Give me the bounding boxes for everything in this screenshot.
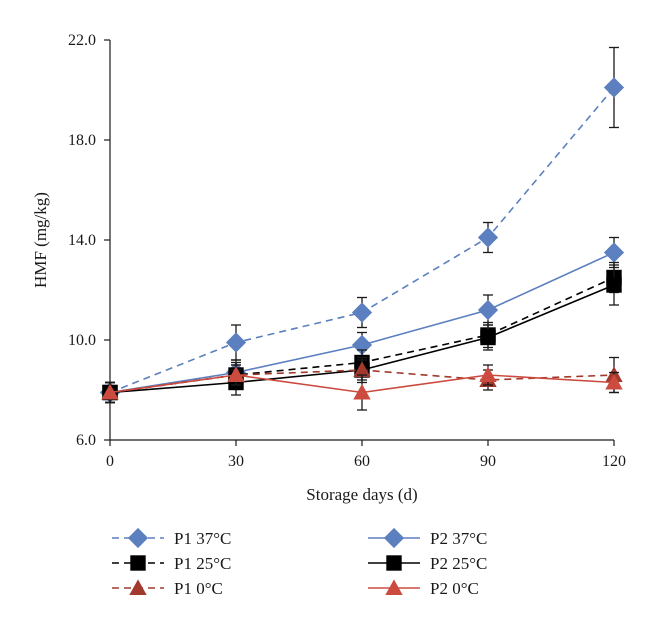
x-tick-label: 30: [228, 453, 244, 470]
data-point: [477, 227, 499, 248]
data-point: [477, 299, 499, 321]
y-axis-title: HMF (mg/kg): [31, 192, 50, 288]
y-tick-label: 10.0: [68, 332, 96, 349]
data-point: [605, 373, 623, 390]
legend-marker: [386, 555, 402, 571]
data-point: [603, 242, 625, 263]
legend-item: P2 25°C: [368, 554, 487, 573]
legend-label: P2 25°C: [430, 554, 487, 573]
axes: 6.0 10.0 14.0 18.0 22.0 0 30 60 90 120 Storage day…: [31, 32, 626, 504]
data-point: [351, 334, 373, 356]
x-axis-title: Storage days (d): [306, 485, 417, 504]
data-point: [353, 361, 371, 377]
legend-item: P1 0°C: [112, 579, 223, 598]
data-point: [351, 302, 373, 323]
y-tick-label: 14.0: [68, 232, 96, 249]
data-point: [480, 329, 496, 346]
legend-item: P1 37°C: [112, 527, 231, 549]
data-point: [606, 277, 622, 293]
legend-marker: [129, 579, 147, 595]
data-point: [353, 383, 371, 400]
x-tick-label: 120: [602, 453, 626, 470]
legend-label: P1 25°C: [174, 554, 231, 573]
legend-item: P2 0°C: [368, 579, 479, 598]
data-point: [225, 332, 247, 353]
legend-item: P2 37°C: [368, 527, 487, 549]
legend-marker: [385, 579, 403, 595]
series-group: [99, 46, 625, 411]
x-tick-label: 90: [480, 453, 496, 470]
legend-marker: [127, 527, 149, 549]
legend-marker: [130, 555, 146, 571]
legend: P1 37°C P1 25°C P1 0°C P2 37°C P2 25°C P2 0°C: [112, 527, 487, 598]
data-point: [227, 366, 245, 382]
legend-marker: [383, 527, 405, 549]
y-tick-label: 22.0: [68, 32, 96, 49]
legend-label: P2 37°C: [430, 529, 487, 548]
legend-label: P2 0°C: [430, 579, 479, 598]
series-p2-0-c: [101, 364, 623, 411]
legend-item: P1 25°C: [112, 554, 231, 573]
legend-label: P1 37°C: [174, 529, 231, 548]
data-point: [101, 383, 119, 400]
data-point: [479, 366, 497, 382]
legend-label: P1 0°C: [174, 579, 223, 598]
x-tick-label: 60: [354, 453, 370, 470]
y-tick-label: 18.0: [68, 132, 96, 149]
data-point: [603, 77, 625, 98]
x-tick-label: 0: [106, 453, 114, 470]
y-tick-label: 6.0: [76, 432, 96, 449]
